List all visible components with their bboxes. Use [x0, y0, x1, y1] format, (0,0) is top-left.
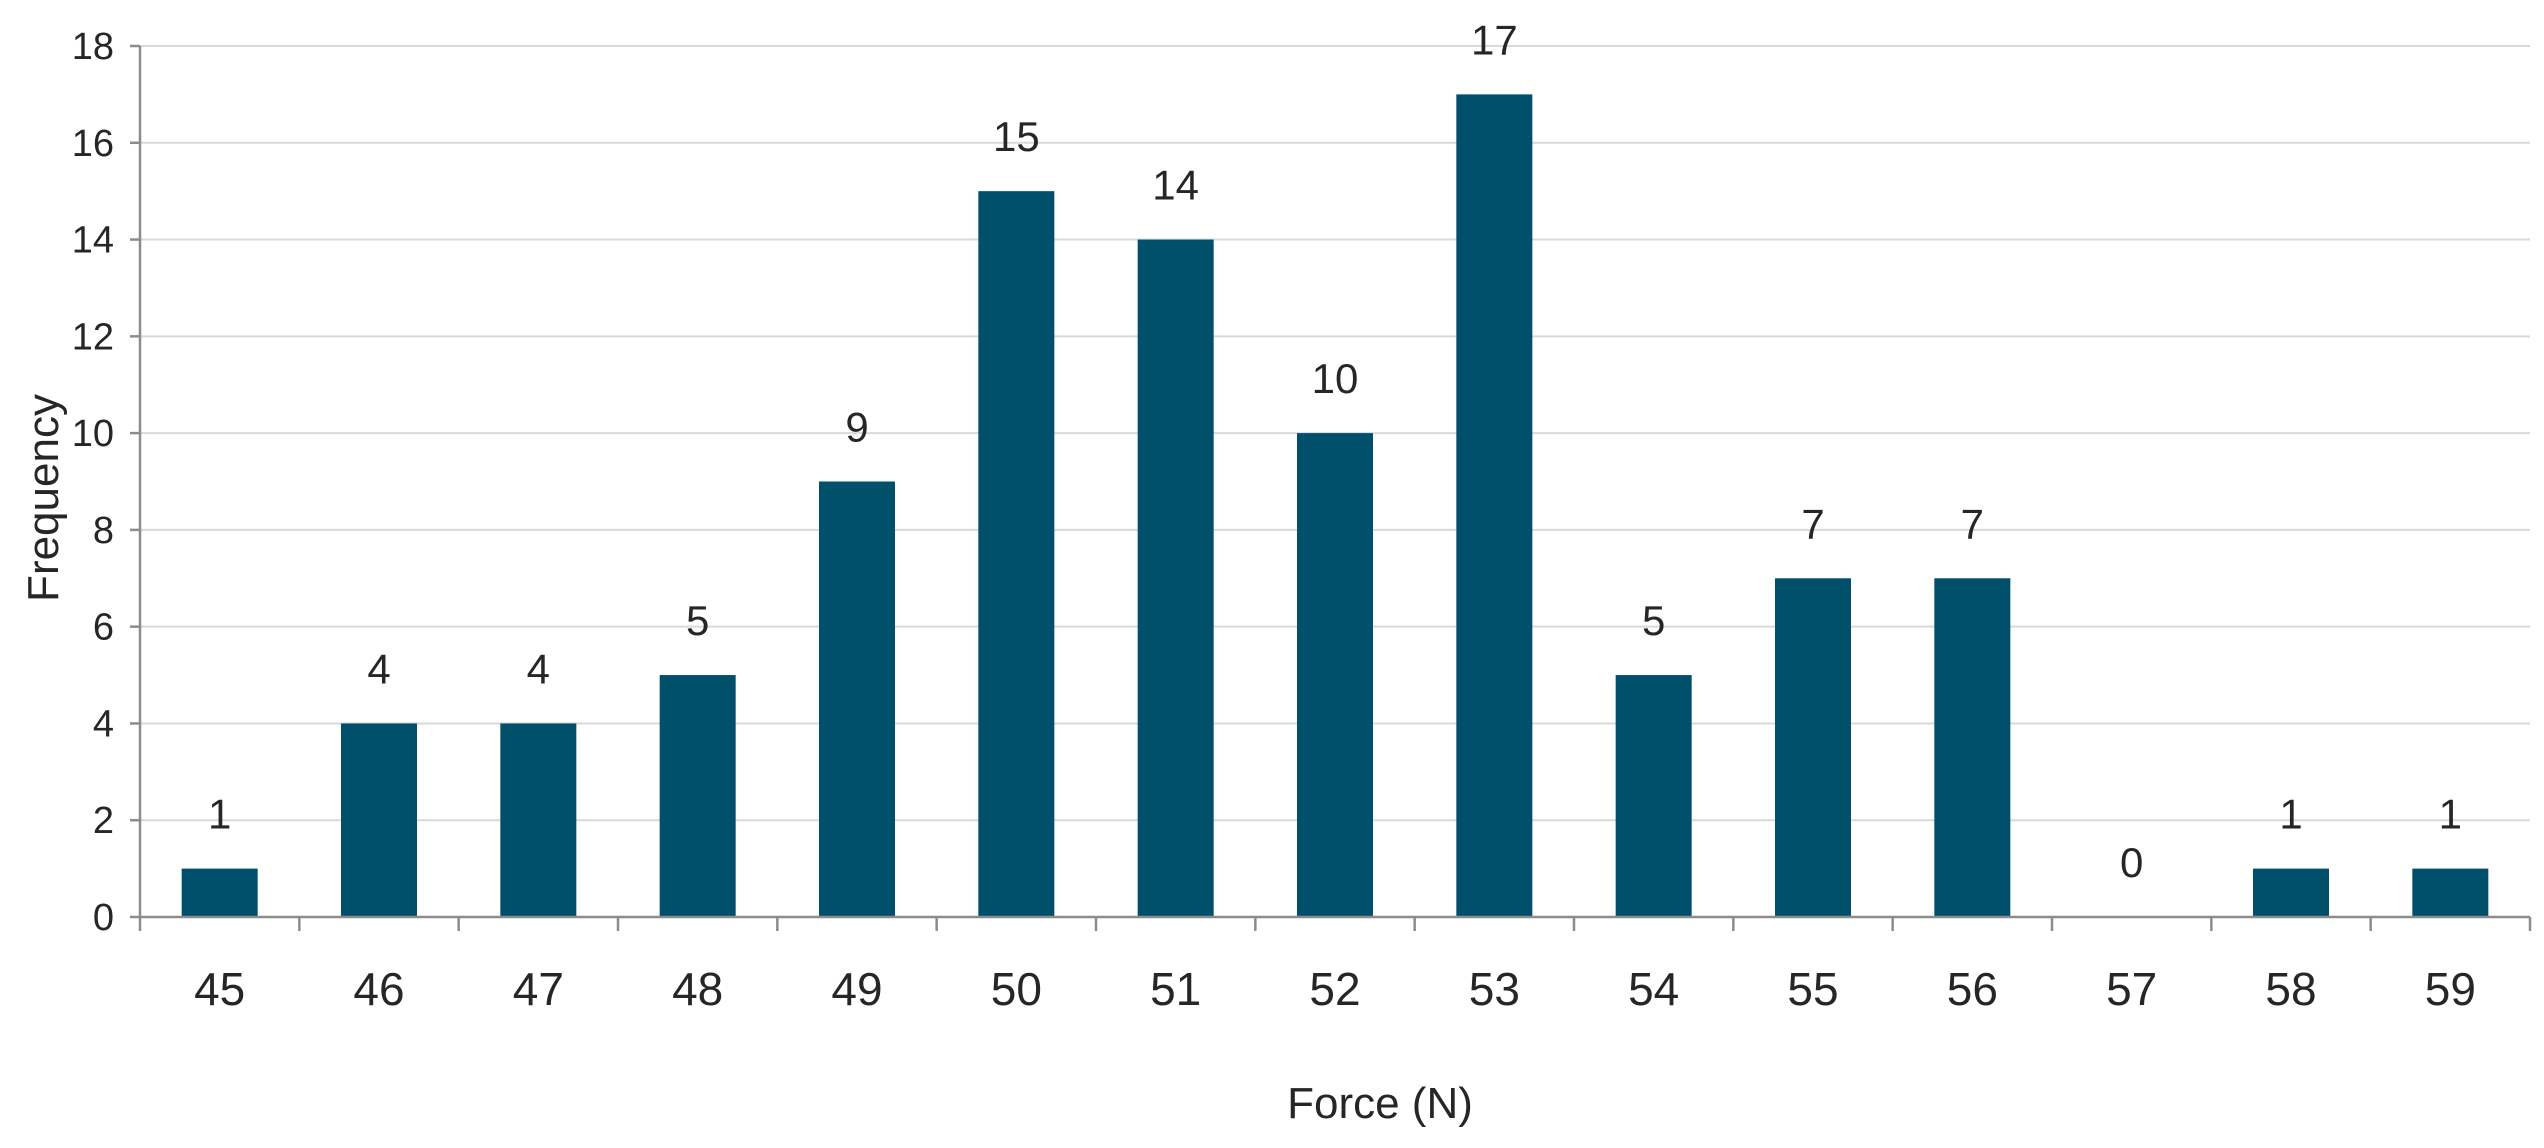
- y-tick-label-16: 16: [72, 123, 114, 165]
- x-tick-label-57: 57: [2106, 963, 2157, 1015]
- x-tick-label-47: 47: [513, 963, 564, 1015]
- bar-45: [181, 868, 258, 917]
- y-tick-label-8: 8: [93, 510, 114, 552]
- x-tick-label-49: 49: [831, 963, 882, 1015]
- y-tick-label-14: 14: [72, 220, 114, 262]
- x-tick-label-59: 59: [2425, 963, 2476, 1015]
- y-tick-label-6: 6: [93, 607, 114, 649]
- x-axis-tick-labels: 45 46 47 48 49 50 51 52 53 54 55 56 57 58 59: [194, 963, 2476, 1015]
- data-label-55: 7: [1801, 500, 1824, 547]
- bar-59: [2412, 868, 2489, 917]
- data-label-53: 17: [1471, 16, 1518, 63]
- data-label-57: 0: [2120, 839, 2143, 886]
- data-label-46: 4: [367, 645, 390, 692]
- x-tick-label-58: 58: [2265, 963, 2316, 1015]
- bar-53: [1456, 94, 1533, 917]
- bar-58: [2253, 868, 2329, 917]
- y-tick-label-0: 0: [93, 897, 114, 939]
- data-label-45: 1: [208, 791, 231, 838]
- data-label-51: 14: [1152, 162, 1199, 209]
- data-label-56: 7: [1961, 500, 1984, 547]
- y-tick-label-4: 4: [93, 703, 114, 745]
- x-tick-label-55: 55: [1787, 963, 1838, 1015]
- data-label-54: 5: [1642, 597, 1665, 644]
- data-label-58: 1: [2279, 791, 2302, 838]
- bar-46: [341, 723, 417, 917]
- x-tick-label-48: 48: [672, 963, 723, 1015]
- data-label-47: 4: [527, 645, 550, 692]
- bar-50: [978, 191, 1055, 917]
- x-tick-label-53: 53: [1469, 963, 1520, 1015]
- bar-55: [1775, 578, 1851, 917]
- y-axis-title: Frequency: [19, 394, 68, 602]
- bar-54: [1615, 675, 1692, 917]
- y-axis-tick-labels: 0 2 4 6 8 10 12 14 16 18: [72, 26, 114, 939]
- x-tick-label-50: 50: [991, 963, 1042, 1015]
- bar-48: [659, 675, 736, 917]
- bar-56: [1934, 578, 2011, 917]
- axes: [130, 44, 2532, 931]
- x-tick-label-54: 54: [1628, 963, 1679, 1015]
- bars: [181, 94, 2489, 918]
- bar-51: [1137, 239, 1214, 918]
- x-tick-label-51: 51: [1150, 963, 1201, 1015]
- bar-47: [500, 723, 577, 917]
- x-tick-label-56: 56: [1947, 963, 1998, 1015]
- data-label-48: 5: [686, 597, 709, 644]
- data-label-52: 10: [1312, 355, 1359, 402]
- y-tick-label-18: 18: [72, 26, 114, 68]
- y-tick-label-10: 10: [72, 413, 114, 455]
- data-label-49: 9: [845, 404, 868, 451]
- bar-52: [1297, 433, 1373, 917]
- bar-49: [819, 481, 895, 917]
- data-label-59: 1: [2439, 791, 2462, 838]
- y-tick-label-12: 12: [72, 316, 114, 358]
- data-label-50: 15: [993, 113, 1040, 160]
- x-tick-label-45: 45: [194, 963, 245, 1015]
- x-tick-label-52: 52: [1309, 963, 1360, 1015]
- y-tick-label-2: 2: [93, 800, 114, 842]
- x-tick-label-46: 46: [353, 963, 404, 1015]
- x-axis-title: Force (N): [1287, 1079, 1473, 1128]
